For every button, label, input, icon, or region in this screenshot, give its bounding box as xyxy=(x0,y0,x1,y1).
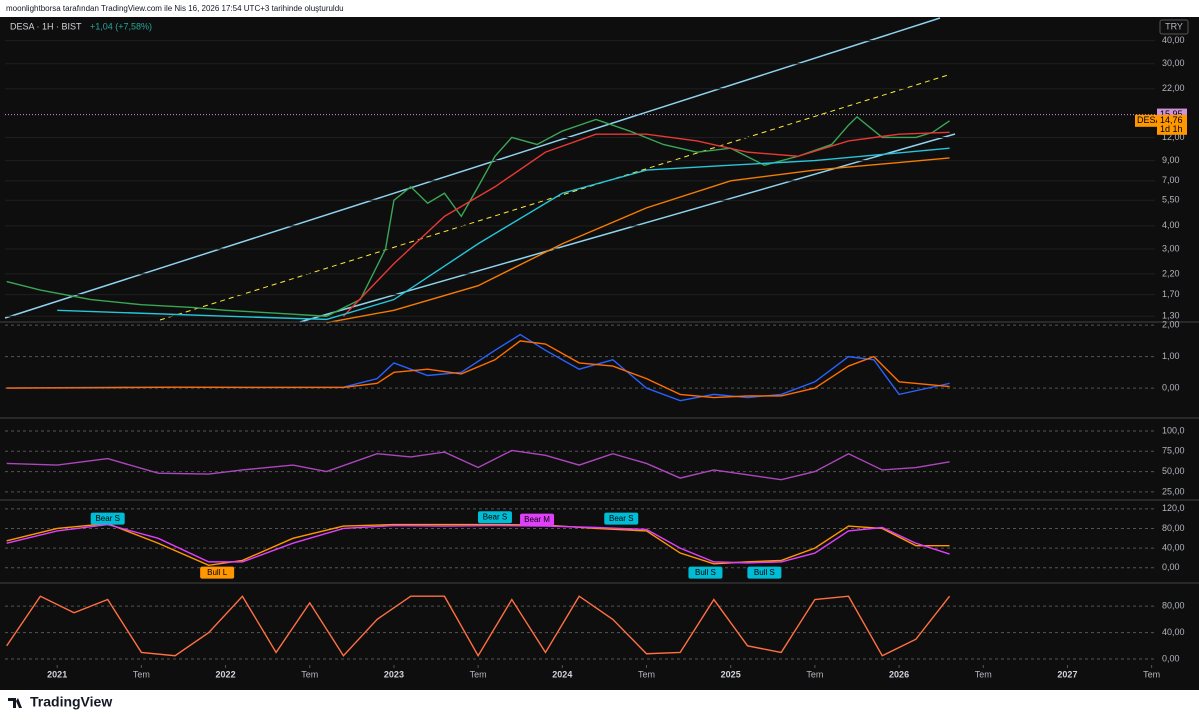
logo: TradingView xyxy=(30,694,112,710)
y-tick-label: 50,00 xyxy=(1162,466,1185,476)
logo-icon xyxy=(8,698,22,708)
y-tick-label: 2,00 xyxy=(1162,320,1180,330)
signal-label-box xyxy=(477,511,512,524)
x-tick-label: 2022 xyxy=(216,669,236,679)
y-tick-label: 80,00 xyxy=(1162,601,1185,611)
series-line xyxy=(6,340,950,399)
y-tick-label: 4,00 xyxy=(1162,220,1180,230)
last-price-tag xyxy=(1157,114,1187,135)
y-tick-label: 12,00 xyxy=(1162,132,1185,142)
y-tick-label: 0,00 xyxy=(1162,382,1180,392)
y-tick-label: 2,20 xyxy=(1162,268,1180,278)
x-tick-label: Tem xyxy=(975,669,992,679)
series-line xyxy=(57,147,950,321)
y-tick-label: 9,00 xyxy=(1162,155,1180,165)
x-tick-label: 2021 xyxy=(47,669,67,679)
signal-label: Bull S xyxy=(695,568,716,577)
x-tick-label: Tem xyxy=(806,669,823,679)
signal-label: Bear S xyxy=(609,514,633,523)
signal-label-box xyxy=(90,512,125,525)
x-tick-label: 2025 xyxy=(721,669,741,679)
signal-label: Bull L xyxy=(207,568,228,577)
countdown: 1d 1h xyxy=(1160,124,1183,134)
signal-label: Bear S xyxy=(95,514,119,523)
y-tick-label: 22,00 xyxy=(1162,83,1185,93)
y-tick-label: 40,00 xyxy=(1162,627,1185,637)
y-tick-label: 5,50 xyxy=(1162,195,1180,205)
series-line xyxy=(6,523,950,564)
series-line xyxy=(6,449,950,481)
channel-upper xyxy=(4,17,941,319)
signal-label: Bear M xyxy=(524,515,550,524)
attribution: moonlightborsa tarafından TradingView.co… xyxy=(6,4,344,13)
y-tick-label: 7,00 xyxy=(1162,175,1180,185)
x-tick-label: 2027 xyxy=(1057,669,1077,679)
x-tick-label: Tem xyxy=(1143,669,1160,679)
channel-mid xyxy=(159,74,949,321)
symbol-tag: DESA xyxy=(1137,115,1162,125)
symbol: DESA · 1H · BIST xyxy=(10,21,82,31)
signal-label-box xyxy=(200,566,235,579)
y-tick-label: 120,0 xyxy=(1162,503,1185,513)
currency[interactable]: TRY xyxy=(1165,21,1183,31)
y-tick-label: 75,00 xyxy=(1162,446,1185,456)
symbol-tag-box xyxy=(1135,114,1157,127)
x-tick-label: 2023 xyxy=(384,669,404,679)
x-tick-label: 2024 xyxy=(552,669,572,679)
y-tick-label: 100,0 xyxy=(1162,425,1185,435)
x-tick-label: 2026 xyxy=(889,669,909,679)
background xyxy=(0,17,1199,690)
y-tick-label: 1,70 xyxy=(1162,289,1180,299)
last-price-label: 14,76 xyxy=(1160,115,1183,125)
signal-label-box xyxy=(747,566,782,579)
x-tick-label: Tem xyxy=(638,669,655,679)
currency-box[interactable] xyxy=(1159,19,1189,35)
change: +1,04 (+7,58%) xyxy=(90,21,152,31)
x-tick-label: Tem xyxy=(133,669,150,679)
signal-label: Bull S xyxy=(754,568,775,577)
channel-lower xyxy=(299,133,956,323)
x-tick-label: Tem xyxy=(301,669,318,679)
y-tick-label: 40,00 xyxy=(1162,543,1185,553)
y-tick-label: 25,00 xyxy=(1162,486,1185,496)
y-tick-label: 0,00 xyxy=(1162,653,1180,663)
signal-label-box xyxy=(604,512,639,525)
signal-label-box xyxy=(688,566,723,579)
y-tick-label: 0,00 xyxy=(1162,562,1180,572)
y-tick-label: 30,00 xyxy=(1162,58,1185,68)
y-tick-label: 1,30 xyxy=(1162,311,1180,321)
x-tick-label: Tem xyxy=(470,669,487,679)
y-tick-label: 80,00 xyxy=(1162,523,1185,533)
series-line xyxy=(326,157,950,324)
series-line xyxy=(6,115,950,317)
y-tick-label: 1,00 xyxy=(1162,351,1180,361)
series-line xyxy=(342,131,950,317)
y-tick-label: 3,00 xyxy=(1162,243,1180,253)
signal-label: Bear S xyxy=(483,512,507,521)
series-line xyxy=(6,595,951,658)
y-tick-label: 40,00 xyxy=(1162,35,1185,45)
price-label: 15,95 xyxy=(1160,109,1183,119)
signal-label-box xyxy=(520,513,555,526)
